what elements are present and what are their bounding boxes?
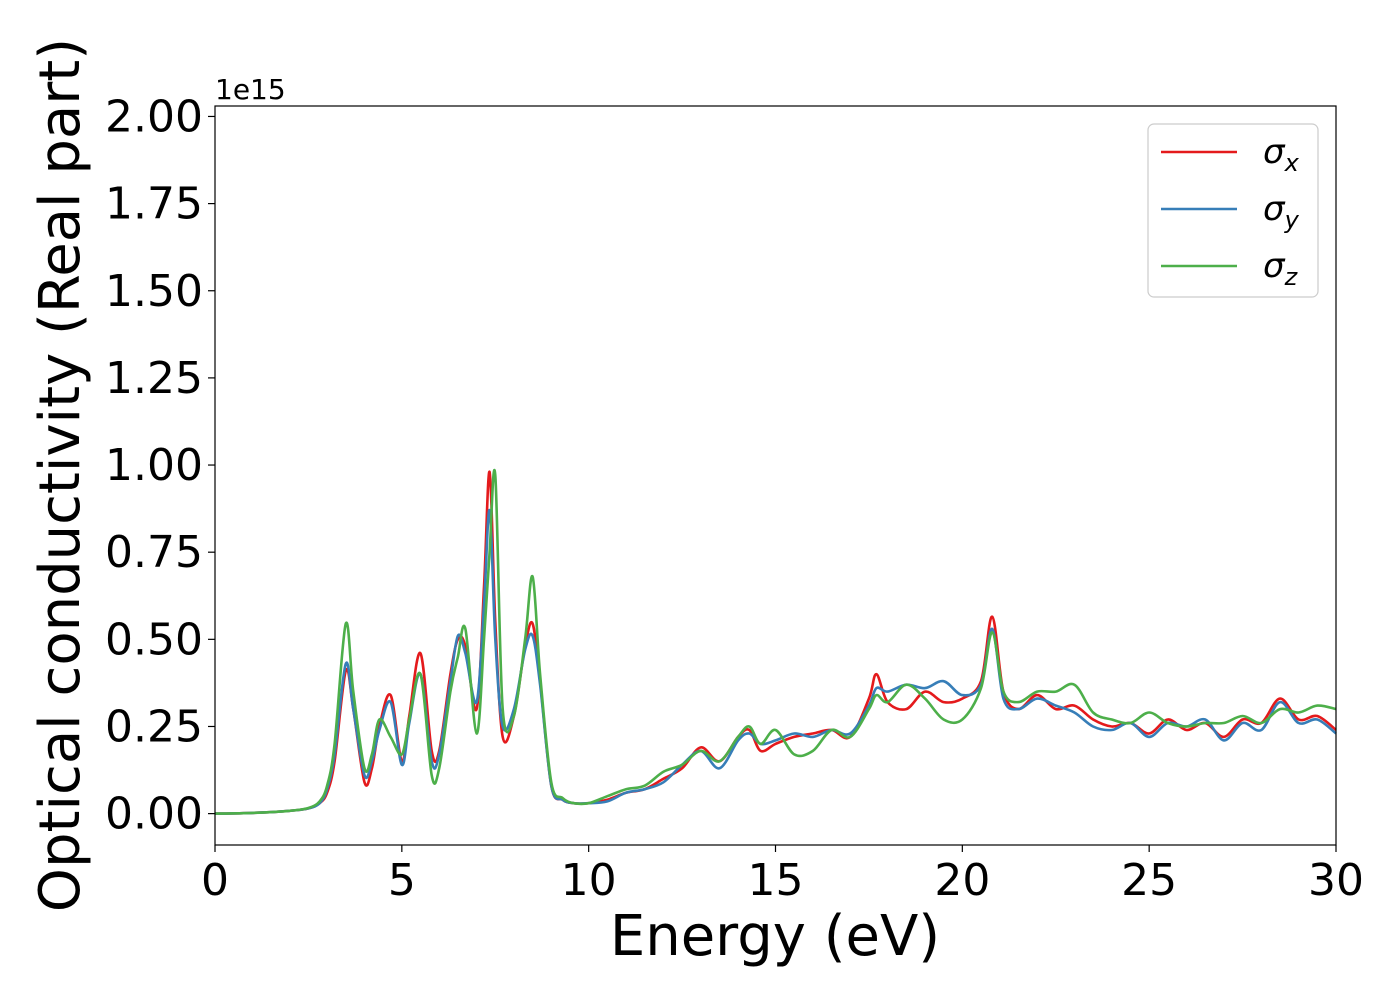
y-offset-label: 1e15 [215, 73, 286, 106]
series-line-y [214, 509, 1337, 815]
x-tick-label: 25 [1121, 855, 1177, 906]
y-ticks: 0.00 0.25 0.50 0.75 1.00 1.25 1.50 1.75 2.00 [105, 91, 215, 840]
y-tick-label: 1.75 [105, 179, 203, 230]
y-tick-label: 0.75 [105, 527, 203, 578]
x-tick-label: 30 [1308, 855, 1364, 906]
y-tick-label: 1.50 [105, 266, 203, 317]
series-layer [214, 468, 1337, 815]
x-tick-label: 20 [934, 855, 990, 906]
x-tick-label: 15 [748, 855, 804, 906]
y-tick-label: 0.25 [105, 701, 203, 752]
x-tick-label: 0 [201, 855, 229, 906]
y-tick-label: 0.00 [105, 789, 203, 840]
y-tick-label: 2.00 [105, 91, 203, 142]
legend-box [1147, 123, 1319, 298]
series-line-z [214, 468, 1337, 815]
x-tick-label: 5 [388, 855, 416, 906]
series-line-x [214, 470, 1337, 815]
y-tick-label: 0.50 [105, 614, 203, 665]
y-tick-label: 1.25 [105, 353, 203, 404]
x-axis-label: Energy (eV) [610, 904, 940, 969]
x-ticks: 0 5 10 15 20 25 30 [201, 845, 1364, 906]
y-axis-label: Optical conductivity (Real part) [28, 38, 93, 912]
y-tick-label: 1.00 [105, 440, 203, 491]
x-tick-label: 10 [561, 855, 617, 906]
